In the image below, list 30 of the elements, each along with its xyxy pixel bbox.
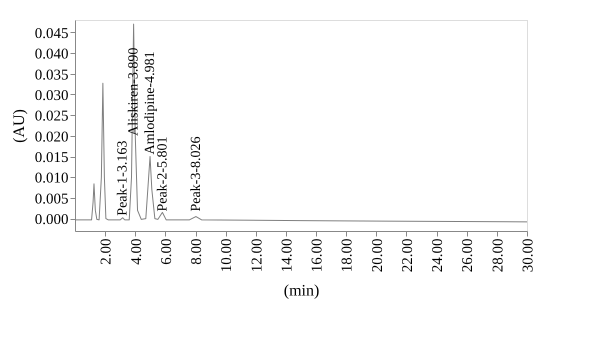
y-tick-label: 0.030 [34, 88, 68, 104]
x-tick-label: 2.00 [98, 238, 115, 265]
y-tick-label: 0.025 [34, 108, 68, 125]
x-axis-title: (min) [284, 282, 320, 300]
y-tick-label: 0.000 [34, 212, 68, 228]
x-tick-label: 30.00 [520, 238, 536, 272]
y-axis-title: (AU) [10, 109, 28, 143]
x-tick-label: 6.00 [158, 238, 175, 265]
x-tick-label: 22.00 [400, 238, 416, 272]
y-tick-label: 0.040 [34, 46, 68, 63]
annotation: Peak-1-3.163 [116, 140, 131, 216]
x-tick-label: 20.00 [370, 238, 386, 272]
x-tick-label: 10.00 [219, 238, 236, 272]
y-tick-label: 0.045 [34, 26, 68, 42]
x-tick-label: 12.00 [249, 238, 266, 272]
x-tick-label: 14.00 [279, 238, 296, 272]
annotation: Peak-3-8.026 [188, 136, 204, 212]
x-tick-label: 28.00 [490, 238, 506, 272]
y-tick-label: 0.010 [34, 170, 68, 187]
annotation: Aliskiren-3.890 [126, 48, 142, 136]
x-tick-label: 24.00 [430, 238, 446, 272]
x-tick-label: 26.00 [460, 238, 476, 272]
x-tick-label: 16.00 [310, 238, 326, 272]
x-tick-label: 4.00 [128, 238, 145, 265]
y-tick-label: 0.035 [34, 67, 68, 84]
y-tick-label: 0.005 [34, 191, 68, 208]
y-tick-label: 0.020 [34, 129, 68, 146]
x-tick-label: 18.00 [340, 238, 356, 272]
x-tick-label: 8.00 [189, 238, 206, 265]
y-tick-label: 0.015 [34, 150, 68, 166]
